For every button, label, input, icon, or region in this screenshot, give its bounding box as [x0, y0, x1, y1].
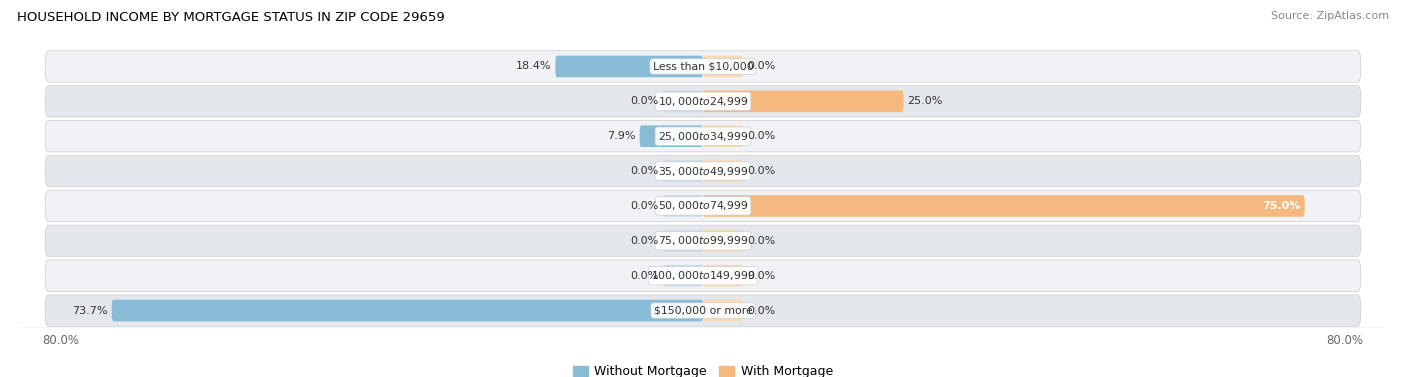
Text: $75,000 to $99,999: $75,000 to $99,999: [658, 234, 748, 247]
FancyBboxPatch shape: [703, 90, 904, 112]
FancyBboxPatch shape: [703, 160, 744, 182]
FancyBboxPatch shape: [662, 195, 703, 217]
FancyBboxPatch shape: [45, 121, 1361, 152]
FancyBboxPatch shape: [111, 300, 703, 321]
FancyBboxPatch shape: [45, 155, 1361, 187]
Text: $25,000 to $34,999: $25,000 to $34,999: [658, 130, 748, 143]
FancyBboxPatch shape: [703, 300, 744, 321]
FancyBboxPatch shape: [45, 51, 1361, 82]
Text: 0.0%: 0.0%: [747, 131, 775, 141]
Text: 0.0%: 0.0%: [747, 305, 775, 316]
FancyBboxPatch shape: [662, 160, 703, 182]
FancyBboxPatch shape: [703, 126, 744, 147]
Text: 73.7%: 73.7%: [72, 305, 108, 316]
Text: 0.0%: 0.0%: [747, 61, 775, 72]
FancyBboxPatch shape: [662, 230, 703, 251]
Text: $50,000 to $74,999: $50,000 to $74,999: [658, 199, 748, 212]
FancyBboxPatch shape: [45, 295, 1361, 326]
FancyBboxPatch shape: [662, 265, 703, 287]
Text: 75.0%: 75.0%: [1263, 201, 1301, 211]
Text: 18.4%: 18.4%: [516, 61, 551, 72]
Text: 0.0%: 0.0%: [747, 236, 775, 246]
FancyBboxPatch shape: [45, 225, 1361, 256]
Text: 0.0%: 0.0%: [631, 271, 659, 281]
Text: 7.9%: 7.9%: [607, 131, 636, 141]
Text: Source: ZipAtlas.com: Source: ZipAtlas.com: [1271, 11, 1389, 21]
Text: 0.0%: 0.0%: [747, 271, 775, 281]
Text: 0.0%: 0.0%: [631, 201, 659, 211]
Text: Less than $10,000: Less than $10,000: [652, 61, 754, 72]
Text: 25.0%: 25.0%: [908, 96, 943, 106]
FancyBboxPatch shape: [45, 260, 1361, 291]
FancyBboxPatch shape: [703, 230, 744, 251]
Text: 0.0%: 0.0%: [631, 96, 659, 106]
FancyBboxPatch shape: [45, 190, 1361, 222]
Text: HOUSEHOLD INCOME BY MORTGAGE STATUS IN ZIP CODE 29659: HOUSEHOLD INCOME BY MORTGAGE STATUS IN Z…: [17, 11, 444, 24]
FancyBboxPatch shape: [555, 56, 703, 77]
FancyBboxPatch shape: [703, 56, 744, 77]
Text: 0.0%: 0.0%: [631, 236, 659, 246]
FancyBboxPatch shape: [662, 90, 703, 112]
Text: 0.0%: 0.0%: [631, 166, 659, 176]
Text: $150,000 or more: $150,000 or more: [654, 305, 752, 316]
Text: 0.0%: 0.0%: [747, 166, 775, 176]
Text: $35,000 to $49,999: $35,000 to $49,999: [658, 165, 748, 178]
FancyBboxPatch shape: [703, 265, 744, 287]
Legend: Without Mortgage, With Mortgage: Without Mortgage, With Mortgage: [568, 360, 838, 377]
FancyBboxPatch shape: [640, 126, 703, 147]
Text: $10,000 to $24,999: $10,000 to $24,999: [658, 95, 748, 108]
Text: $100,000 to $149,999: $100,000 to $149,999: [651, 269, 755, 282]
FancyBboxPatch shape: [45, 86, 1361, 117]
FancyBboxPatch shape: [703, 195, 1305, 217]
